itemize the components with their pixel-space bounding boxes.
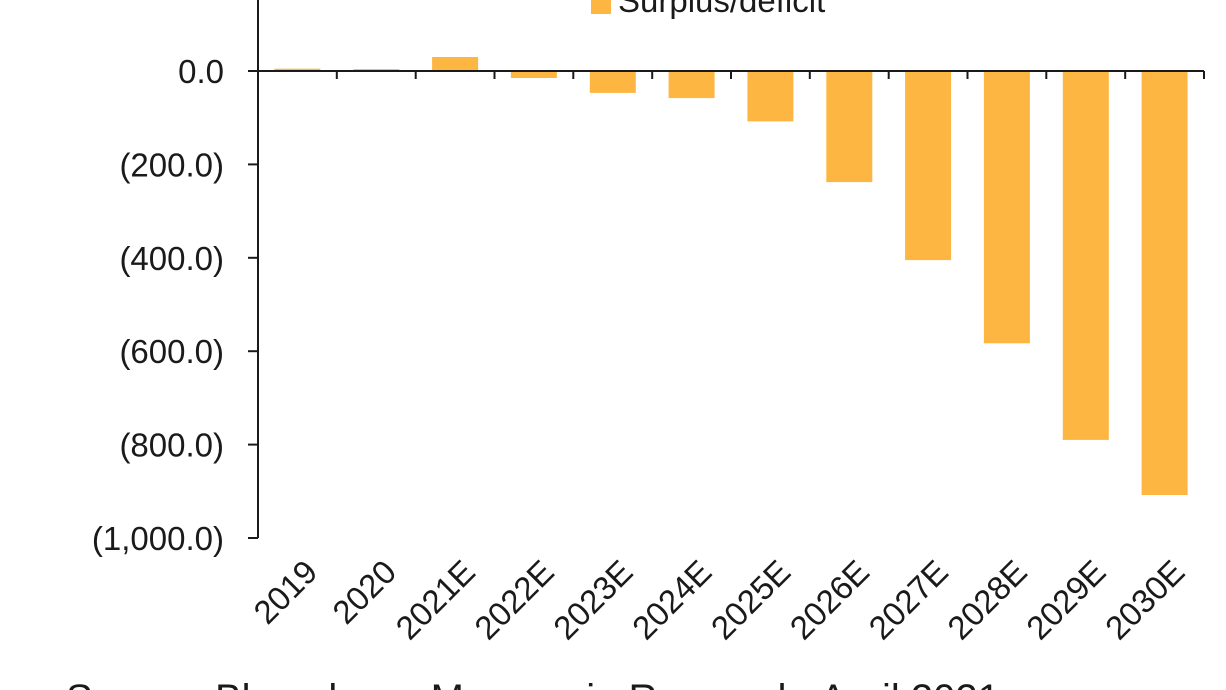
bar-2030E bbox=[1141, 71, 1188, 495]
y-tick-label: (200.0) bbox=[119, 146, 224, 183]
x-tick-labels: 2019 20202021E2022E2023E2024E2025E2026E20… bbox=[246, 553, 1191, 647]
bars-group bbox=[274, 57, 1188, 495]
x-tick-label: 2026E bbox=[783, 553, 877, 647]
bar-2023E bbox=[589, 71, 636, 93]
bar-2025E bbox=[747, 71, 794, 122]
x-tick-label: 2021E bbox=[388, 553, 482, 647]
bar-2019 bbox=[274, 68, 321, 71]
y-tick-label: (800.0) bbox=[119, 427, 224, 464]
legend: Surplus/deficit bbox=[591, 0, 825, 19]
legend-swatch bbox=[591, 0, 611, 14]
x-tick-label: 2024E bbox=[625, 553, 719, 647]
x-tick-label: 2027E bbox=[861, 553, 955, 647]
bar-2024E bbox=[668, 71, 715, 99]
axes-group bbox=[248, 0, 1205, 539]
bar-2028E bbox=[983, 71, 1030, 344]
x-tick-label: 2029E bbox=[1019, 553, 1113, 647]
y-tick-label: (1,000.0) bbox=[92, 520, 224, 557]
y-tick-label: (600.0) bbox=[119, 333, 224, 370]
y-tick-label: 0.0 bbox=[178, 53, 224, 90]
x-tick-label: 2028E bbox=[940, 553, 1034, 647]
bar-2026E bbox=[826, 71, 873, 183]
x-tick-label: 2025E bbox=[704, 553, 798, 647]
x-tick-label: 2022E bbox=[467, 553, 561, 647]
x-tick-label: 2030E bbox=[1098, 553, 1192, 647]
bar-2027E bbox=[905, 71, 952, 261]
x-tick-label: 2019 bbox=[246, 553, 324, 631]
source-note: Source: Bloomberg, Macquarie Research, A… bbox=[66, 677, 1000, 690]
legend-label: Surplus/deficit bbox=[618, 0, 825, 19]
y-tick-label: (400.0) bbox=[119, 240, 224, 277]
bar-2021E bbox=[432, 57, 479, 71]
bar-2022E bbox=[510, 71, 557, 78]
x-tick-label: 2023E bbox=[546, 553, 640, 647]
bar-2029E bbox=[1062, 71, 1109, 440]
y-tick-labels: 0.0 (200.0) (400.0) (600.0) (800.0) (1,000.0) bbox=[92, 53, 224, 557]
